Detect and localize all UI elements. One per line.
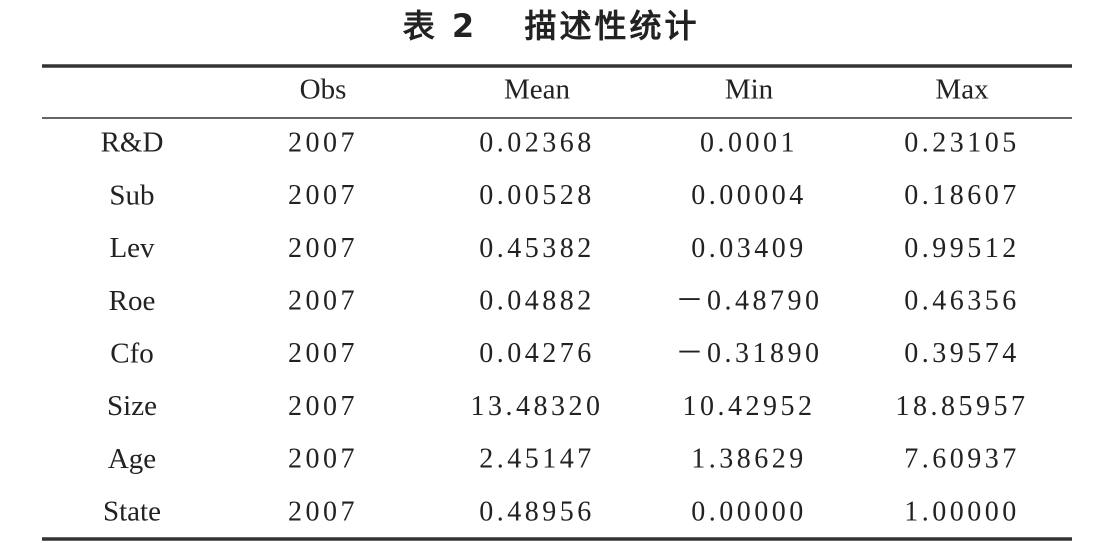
- cell: 0.00528: [479, 180, 595, 211]
- cell: 13.48320: [471, 391, 604, 422]
- column-header: Min: [725, 74, 774, 106]
- cell: 0.00000: [691, 496, 807, 527]
- cell: 2.45147: [479, 444, 595, 475]
- cell: 2007: [288, 180, 358, 211]
- cell: 0.02368: [479, 127, 595, 158]
- cell: 1.38629: [691, 444, 807, 475]
- cell: 0.23105: [904, 127, 1020, 158]
- row-label: State: [103, 496, 161, 528]
- cell: －0.48790: [675, 286, 822, 317]
- row-label: R&D: [101, 127, 164, 159]
- cell: －0.31890: [675, 338, 822, 369]
- cell: 10.42952: [683, 391, 816, 422]
- row-label: Roe: [109, 285, 156, 317]
- cell: 0.04882: [479, 286, 595, 317]
- cell: 0.00004: [691, 180, 807, 211]
- cell: 2007: [288, 496, 358, 527]
- column-header: Mean: [504, 74, 571, 106]
- cell: 0.03409: [691, 233, 807, 264]
- row-label: Cfo: [110, 337, 154, 369]
- cell: 2007: [288, 444, 358, 475]
- cell: 2007: [288, 233, 358, 264]
- row-label: Lev: [109, 232, 155, 264]
- cell: 2007: [288, 338, 358, 369]
- cell: 2007: [288, 286, 358, 317]
- cell: 0.0001: [700, 127, 798, 158]
- table-label: 表 2: [403, 7, 477, 45]
- column-header: Obs: [300, 74, 347, 106]
- row-label: Sub: [109, 179, 154, 211]
- cell: 0.99512: [904, 233, 1020, 264]
- column-header: Max: [935, 74, 989, 106]
- cell: 0.46356: [904, 286, 1020, 317]
- cell: 1.00000: [904, 496, 1020, 527]
- cell: 0.48956: [479, 496, 595, 527]
- row-label: Age: [108, 443, 156, 475]
- row-label: Size: [107, 390, 157, 422]
- table-title: 描述性统计: [524, 7, 699, 45]
- cell: 0.18607: [904, 180, 1020, 211]
- cell: 7.60937: [904, 444, 1020, 475]
- cell: 0.04276: [479, 338, 595, 369]
- cell: 0.45382: [479, 233, 595, 264]
- cell: 18.85957: [896, 391, 1029, 422]
- cell: 2007: [288, 127, 358, 158]
- cell: 2007: [288, 391, 358, 422]
- cell: 0.39574: [904, 338, 1020, 369]
